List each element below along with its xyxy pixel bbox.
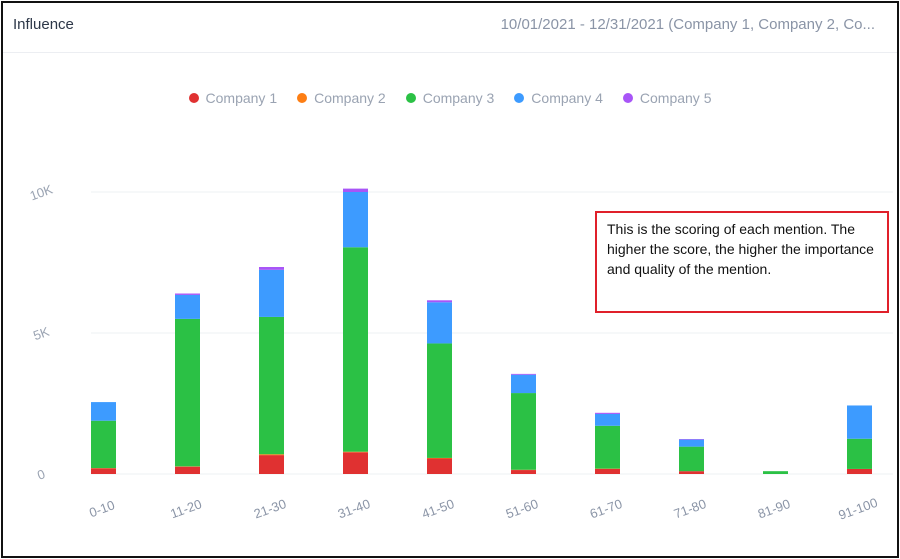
- bar-segment: [343, 188, 368, 192]
- legend-dot-icon: [622, 93, 633, 103]
- x-tick-label: 61-70: [588, 496, 624, 521]
- bar-segment: [511, 393, 536, 470]
- bar-segment: [175, 318, 200, 467]
- legend-item[interactable]: Company 3: [405, 90, 495, 106]
- legend-label: Company 1: [205, 90, 278, 106]
- annotation-box: This is the scoring of each mention. The…: [595, 211, 889, 313]
- bar-segment: [91, 468, 116, 474]
- bar-segment: [511, 470, 536, 474]
- bar-segment: [175, 293, 200, 295]
- bar-segment: [595, 412, 620, 414]
- bar-segment: [259, 269, 284, 317]
- y-tick-label: 5K: [31, 324, 51, 344]
- panel-header: Influence 10/01/2021 - 12/31/2021 (Compa…: [3, 3, 897, 53]
- bar-segment: [679, 446, 704, 472]
- x-tick-label: 31-40: [336, 496, 372, 521]
- bar-segment: [763, 471, 788, 474]
- bar-segment: [343, 451, 368, 453]
- date-range[interactable]: 10/01/2021 - 12/31/2021 (Company 1, Comp…: [500, 16, 875, 33]
- bar-segment: [259, 454, 284, 456]
- legend-label: Company 2: [314, 90, 386, 106]
- bar-segment: [175, 294, 200, 319]
- bar-segment: [847, 468, 872, 474]
- bar-segment: [679, 439, 704, 447]
- bar-segment: [427, 458, 452, 474]
- bar-segment: [343, 247, 368, 452]
- bar-segment: [427, 302, 452, 344]
- y-tick-label: 0: [35, 466, 47, 483]
- bar-segment: [175, 466, 200, 474]
- bar-segment: [259, 267, 284, 270]
- bar-segment: [595, 468, 620, 474]
- legend-label: Company 3: [422, 90, 495, 106]
- bar-segment: [259, 455, 284, 474]
- x-tick-label: 51-60: [504, 496, 540, 521]
- legend-item[interactable]: Company 1: [188, 90, 278, 106]
- bar-segment: [847, 438, 872, 469]
- bar-segment: [259, 316, 284, 455]
- x-tick-label: 91-100: [836, 495, 879, 523]
- legend-item[interactable]: Company 5: [622, 90, 712, 106]
- bar-segment: [595, 413, 620, 426]
- bar-segment: [847, 405, 872, 439]
- bar-segment: [679, 439, 704, 440]
- x-tick-label: 11-20: [168, 496, 203, 521]
- chart-legend: Company 1 Company 2 Company 3 Company 4 Comp…: [3, 90, 897, 106]
- legend-label: Company 4: [531, 90, 603, 106]
- legend-dot-icon: [188, 93, 199, 103]
- x-tick-label: 21-30: [252, 496, 288, 521]
- bar-segment: [91, 402, 116, 421]
- bar-chart: 0 5K 10K 0-10 11-20 21-30 31-40 41-50 51-60 61-70…: [28, 181, 893, 523]
- bar-segment: [679, 471, 704, 474]
- bar-segment: [343, 452, 368, 474]
- legend-dot-icon: [405, 93, 416, 103]
- bar-segment: [511, 373, 536, 375]
- x-tick-label: 71-80: [672, 496, 708, 521]
- panel-title: Influence: [13, 16, 74, 33]
- x-tick-label: 0-10: [87, 497, 117, 520]
- legend-item[interactable]: Company 4: [514, 90, 603, 106]
- bar-segment: [91, 420, 116, 469]
- y-tick-label: 10K: [28, 181, 55, 203]
- bar-segment: [427, 343, 452, 458]
- legend-dot-icon: [297, 93, 308, 103]
- x-tick-label: 81-90: [756, 496, 792, 521]
- bar-segment: [595, 425, 620, 469]
- bar-segment: [343, 192, 368, 248]
- bar-segment: [511, 374, 536, 394]
- x-tick-label: 41-50: [420, 496, 456, 521]
- bar-segment: [427, 457, 452, 459]
- bar-segment: [427, 300, 452, 303]
- legend-dot-icon: [514, 93, 525, 103]
- legend-item[interactable]: Company 2: [297, 90, 386, 106]
- legend-label: Company 5: [639, 90, 712, 106]
